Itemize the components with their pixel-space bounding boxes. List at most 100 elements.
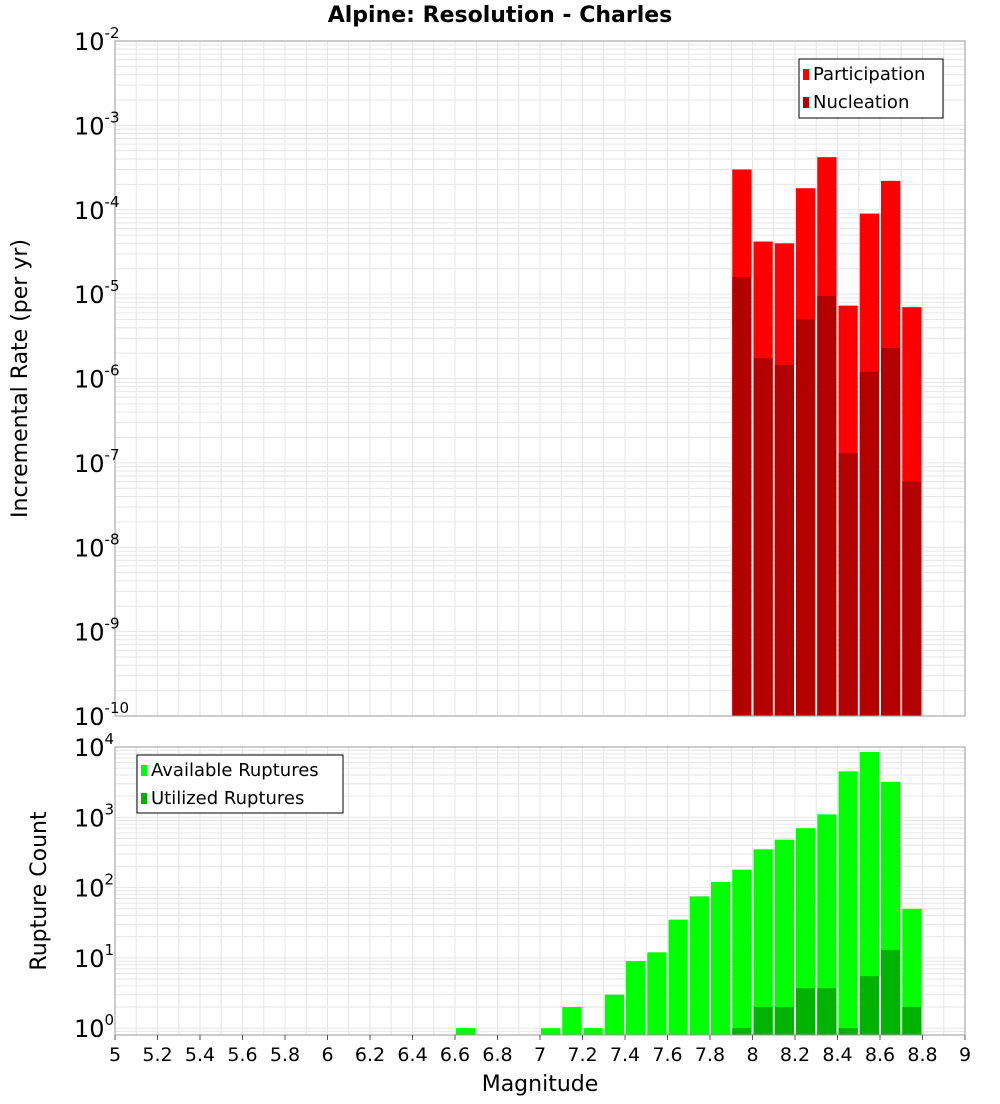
utilized-ruptures-bar [859, 976, 879, 1035]
legend-swatch [141, 793, 147, 804]
nucleation-bar [817, 296, 837, 716]
x-tick-label: 5.6 [227, 1044, 257, 1066]
available-ruptures-bar [626, 961, 646, 1035]
x-tick-label: 9 [959, 1044, 971, 1066]
y-tick-mantissa: 10 [74, 1015, 105, 1043]
legend-swatch [803, 69, 809, 80]
x-tick-label: 5.2 [142, 1044, 172, 1066]
available-ruptures-bar [562, 1007, 582, 1035]
y-tick-mantissa: 10 [74, 281, 105, 309]
y-tick-mantissa: 10 [74, 112, 105, 140]
y-tick-label: 10-3 [74, 108, 120, 140]
available-ruptures-bar [753, 849, 773, 1035]
available-ruptures-bar [647, 952, 667, 1035]
x-tick-label: 5 [109, 1044, 121, 1066]
y-tick-exponent: 2 [105, 871, 115, 889]
y-tick-mantissa: 10 [74, 703, 105, 731]
x-tick-label: 7.4 [610, 1044, 640, 1066]
y-tick-mantissa: 10 [74, 804, 105, 832]
legend: Available Ruptures Utilized Ruptures [136, 754, 344, 814]
available-ruptures-bar [859, 751, 879, 1035]
y-tick-label: 10-10 [74, 699, 129, 731]
y-tick-exponent: 3 [105, 800, 115, 818]
x-tick-label: 6.2 [355, 1044, 385, 1066]
nucleation-bar [732, 276, 752, 716]
chart-title: Alpine: Resolution - Charles [328, 3, 673, 28]
y-tick-exponent: -4 [105, 193, 120, 211]
nucleation-bar [838, 453, 858, 716]
x-tick-label: 8.4 [822, 1044, 852, 1066]
nucleation-bar [902, 481, 922, 716]
available-ruptures-bar [583, 1028, 603, 1035]
y-tick-exponent: -5 [105, 277, 120, 295]
legend-label: Participation [813, 64, 925, 85]
y-tick-mantissa: 10 [74, 619, 105, 647]
available-ruptures-bar [796, 828, 816, 1035]
x-tick-label: 6 [321, 1044, 333, 1066]
y-axis-label: Incremental Rate (per yr) [8, 239, 33, 518]
utilized-ruptures-bar [902, 1007, 922, 1035]
bars [732, 157, 922, 717]
x-tick-label: 8 [746, 1044, 758, 1066]
legend-swatch [141, 765, 147, 776]
available-ruptures-bar [604, 994, 624, 1035]
available-ruptures-bar [456, 1028, 476, 1035]
y-tick-label: 10-5 [74, 277, 120, 309]
x-tick-label: 8.6 [865, 1044, 895, 1066]
y-tick-exponent: -6 [105, 362, 120, 380]
y-tick-exponent: 1 [105, 941, 115, 959]
panel-rate: 10-1010-910-810-710-610-510-410-310-2Inc… [8, 24, 966, 731]
utilized-ruptures-bar [774, 1007, 794, 1035]
x-tick-label: 7 [534, 1044, 546, 1066]
y-tick-mantissa: 10 [74, 875, 105, 903]
y-tick-exponent: -10 [105, 699, 130, 717]
legend-box [798, 58, 944, 119]
y-tick-label: 100 [74, 1011, 114, 1043]
x-tick-label: 6.6 [440, 1044, 470, 1066]
y-tick-mantissa: 10 [74, 734, 105, 762]
legend-label: Nucleation [813, 92, 909, 113]
available-ruptures-bar [902, 908, 922, 1035]
x-tick-label: 7.2 [567, 1044, 597, 1066]
y-tick-exponent: -2 [105, 24, 120, 42]
x-tick-label: 5.4 [185, 1044, 215, 1066]
legend: Participation Nucleation [798, 58, 944, 119]
x-axis-label: Magnitude [482, 1072, 599, 1097]
utilized-ruptures-bar [838, 1028, 858, 1035]
utilized-ruptures-bar [817, 988, 837, 1035]
available-ruptures-bar [541, 1028, 561, 1035]
y-tick-label: 10-8 [74, 530, 120, 562]
x-tick-label: 6.8 [482, 1044, 512, 1066]
y-tick-mantissa: 10 [74, 28, 105, 56]
bars [456, 751, 922, 1035]
x-tick-label: 8.8 [907, 1044, 937, 1066]
y-tick-exponent: -9 [105, 615, 120, 633]
utilized-ruptures-bar [881, 949, 901, 1035]
y-tick-label: 102 [74, 871, 114, 903]
y-axis-label: Rupture Count [27, 811, 52, 971]
y-tick-label: 10-4 [74, 193, 120, 225]
y-tick-label: 101 [74, 941, 114, 973]
x-tick-label: 8.2 [780, 1044, 810, 1066]
y-tick-exponent: -7 [105, 446, 120, 464]
y-tick-label: 103 [74, 800, 114, 832]
legend-swatch [803, 97, 809, 108]
y-tick-mantissa: 10 [74, 366, 105, 394]
available-ruptures-bar [711, 882, 731, 1035]
y-tick-mantissa: 10 [74, 945, 105, 973]
y-tick-exponent: 0 [105, 1011, 115, 1029]
x-tick-label: 6.4 [397, 1044, 427, 1066]
x-tick-label: 7.8 [695, 1044, 725, 1066]
y-tick-exponent: -8 [105, 530, 120, 548]
x-tick-label: 5.8 [270, 1044, 300, 1066]
y-tick-mantissa: 10 [74, 534, 105, 562]
y-tick-label: 10-2 [74, 24, 120, 56]
y-tick-mantissa: 10 [74, 197, 105, 225]
gridlines [114, 41, 966, 717]
y-tick-exponent: 4 [105, 730, 115, 748]
y-tick-mantissa: 10 [74, 450, 105, 478]
legend-label: Utilized Ruptures [151, 788, 304, 809]
